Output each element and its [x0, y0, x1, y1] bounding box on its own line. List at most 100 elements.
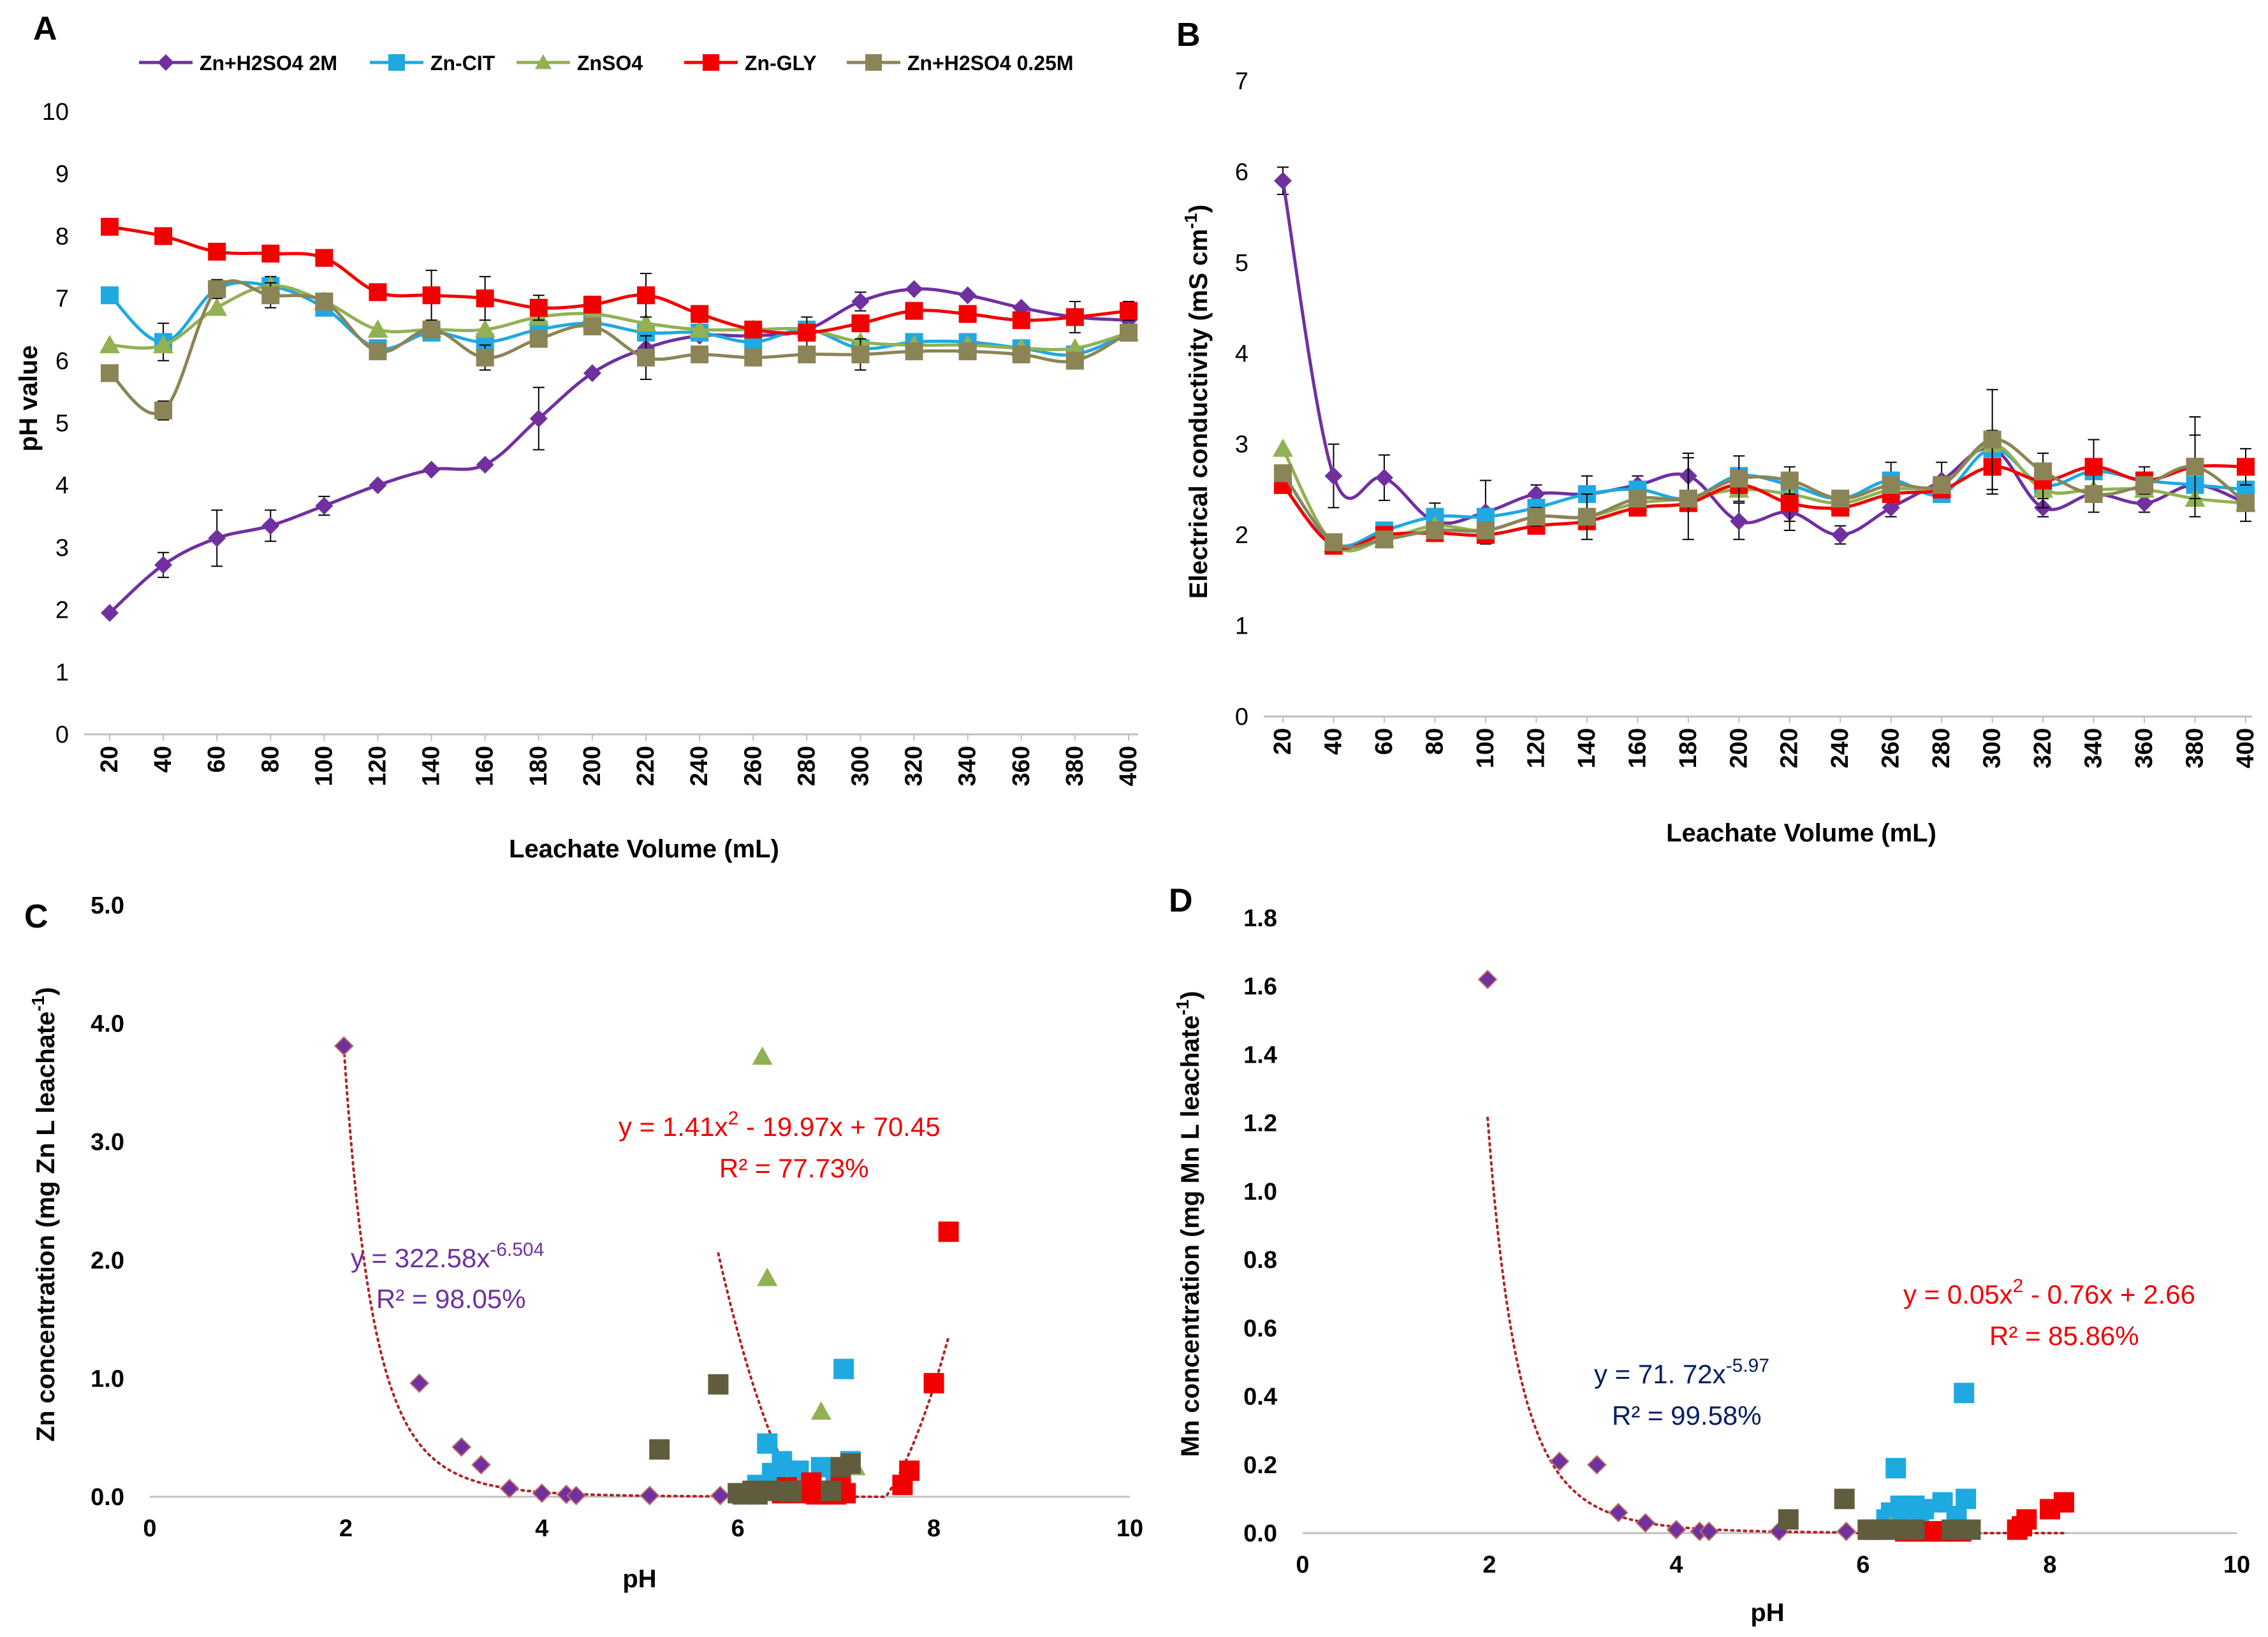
panel-c-poly-eq-sup: 2: [728, 1108, 739, 1129]
panel-d-data-point: [1587, 1455, 1607, 1475]
panel-d-y-tick-label: 0.4: [1243, 1384, 1277, 1411]
panel-b-x-tick-label: 200: [1725, 728, 1752, 768]
panel-b-x-tick-label: 120: [1523, 728, 1549, 768]
panel-d-data-point: [1956, 1488, 1977, 1510]
legend-label: ZnSO4: [577, 52, 643, 75]
panel-a-data-point: [1012, 346, 1030, 364]
panel-a-data-point: [905, 280, 923, 298]
panel-b-data-point: [2135, 476, 2154, 494]
panel-b-data-point: [1780, 494, 1799, 513]
panel-a-y-tick-label: 3: [55, 535, 69, 562]
panel-a-data-point: [476, 455, 494, 474]
panel-b-x-tick-label: 360: [2131, 728, 2158, 768]
panel-b-x-tick-label: 340: [2081, 728, 2107, 768]
panel-c-data-point: [451, 1437, 472, 1457]
panel-d-y-tick-label: 1.4: [1243, 1042, 1277, 1068]
panel-c-zn-scatter: 0.0 1.0 2.0 3.0 4.0 5.0 0 2 4 6 8 10: [91, 892, 1143, 1542]
panel-b-x-tick-label: 260: [1878, 728, 1905, 768]
panel-d-y-tick-label: 0.0: [1243, 1520, 1277, 1547]
panel-b-data-point: [1324, 467, 1343, 485]
panel-c-y-tick-label: 3.0: [91, 1129, 124, 1156]
panel-c-poly-eq-a: y = 1.41x: [618, 1112, 728, 1142]
panel-c-x-tick-label: 2: [339, 1515, 353, 1542]
panel-a-data-point: [851, 314, 870, 333]
panel-a-data-point: [315, 249, 333, 267]
panel-c-y-title-end: ): [32, 987, 60, 995]
panel-a-data-point: [369, 342, 387, 361]
panel-a-data-point: [798, 346, 816, 364]
panel-a-data-point: [637, 286, 655, 305]
panel-a-data-point: [583, 364, 601, 382]
panel-a-data-point: [529, 298, 548, 317]
panel-c-y-tick-label: 4.0: [91, 1011, 124, 1038]
panel-b-data-point: [1527, 485, 1546, 504]
panel-c-data-point: [892, 1474, 913, 1495]
panel-c-data-point: [821, 1480, 842, 1501]
panel-a-data-point: [689, 319, 710, 338]
panel-a-data-point: [583, 317, 601, 336]
panel-d-series-4: [1778, 1488, 1981, 1540]
panel-a-data-point: [422, 286, 441, 305]
panel-d-y-tick-label: 0.8: [1243, 1247, 1277, 1274]
panel-a-y-tick-label: 0: [55, 722, 69, 748]
panel-c-y-tick-label: 1.0: [91, 1365, 124, 1392]
panel-a-x-tick-label: 400: [1115, 746, 1142, 786]
panel-a-ph-chart: 0 1 2 3 4 5 6 7 8 9 10 20 40 60 80 100 120 140 160 180 200 22…: [42, 99, 1142, 786]
panel-a-data-point: [851, 292, 870, 310]
panel-c-data-point: [728, 1483, 749, 1504]
panel-a-data-point: [315, 292, 333, 310]
panel-d-y-title-end: ): [1176, 991, 1204, 1000]
panel-a-data-point: [958, 342, 977, 361]
panel-c-x-tick-label: 10: [1116, 1515, 1143, 1542]
panel-c-data-point: [923, 1372, 944, 1393]
panel-a-data-point: [422, 320, 441, 338]
panel-d-x-tick-label: 0: [1296, 1552, 1309, 1578]
panel-b-data-point: [1274, 464, 1292, 483]
panel-a-data-point: [208, 242, 226, 261]
panel-d-x-tick-label: 10: [2223, 1552, 2250, 1578]
panel-d-data-point: [1834, 1488, 1855, 1510]
panel-d-data-point: [1635, 1513, 1656, 1533]
panel-b-y-tick-label: 1: [1235, 613, 1248, 640]
panel-c-poly-equation: y = 1.41x2 - 19.97x + 70.45: [618, 1108, 940, 1142]
panel-a-x-tick-label: 180: [525, 746, 552, 786]
panel-d-data-point: [1778, 1509, 1799, 1530]
panel-b-ec-chart: 0 1 2 3 4 5 6 7 20 40 60 80 100 120 140 160 180 200 220 240…: [1235, 68, 2259, 768]
panel-a-data-point: [101, 364, 119, 382]
panel-a-data-point: [208, 529, 226, 548]
panel-a-x-tick-label: 380: [1062, 746, 1088, 786]
panel-b-data-point: [1831, 526, 1850, 544]
panel-c-data-point: [499, 1478, 520, 1499]
panel-a-x-tick-label: 320: [901, 746, 928, 786]
panel-a-data-point: [422, 460, 441, 479]
panel-a-data-point: [369, 283, 387, 302]
panel-b-data-point: [1476, 521, 1495, 540]
panel-a-x-title: Leachate Volume (mL): [509, 835, 779, 863]
panel-a-y-tick-label: 1: [55, 659, 69, 686]
panel-d-poly-equation: y = 0.05x2 - 0.76x + 2.66: [1903, 1276, 2195, 1309]
panel-d-x-title: pH: [1750, 1599, 1784, 1627]
panel-d-mn-scatter: 0.0 0.2 0.4 0.6 0.8 1.0 1.2 1.4 1.6 1.8 0 2 4 6 8 10: [1243, 905, 2250, 1578]
panel-a-data-point: [691, 346, 709, 364]
panel-b-x-tick-label: 220: [1776, 728, 1803, 768]
legend-label: Zn-GLY: [745, 52, 817, 75]
panel-a-data-point: [1065, 351, 1084, 370]
panel-d-y-title-sup: -1: [1173, 1000, 1192, 1015]
panel-b-x-tick-label: 80: [1421, 728, 1448, 755]
panel-c-y-title-sup: -1: [28, 996, 48, 1012]
panel-c-x-title: pH: [622, 1565, 656, 1593]
panel-d-data-point: [1942, 1519, 1963, 1540]
panel-c-power-eq-exp: -6.504: [490, 1239, 544, 1260]
panel-c-data-point: [830, 1457, 851, 1478]
panel-a-data-point: [1120, 302, 1138, 320]
panel-d-x-tick-label: 4: [1669, 1552, 1683, 1578]
panel-b-x-tick-label: 160: [1624, 728, 1651, 768]
panel-c-data-point: [781, 1481, 802, 1502]
panel-d-power-equation: y = 71. 72x-5.97: [1594, 1355, 1769, 1389]
panel-a-data-point: [529, 409, 548, 428]
panel-b-data-point: [1577, 507, 1596, 526]
panel-b-x-title: Leachate Volume (mL): [1666, 819, 1936, 847]
panel-a-data-point: [529, 330, 548, 348]
panel-b-y-tick-label: 5: [1235, 250, 1248, 277]
